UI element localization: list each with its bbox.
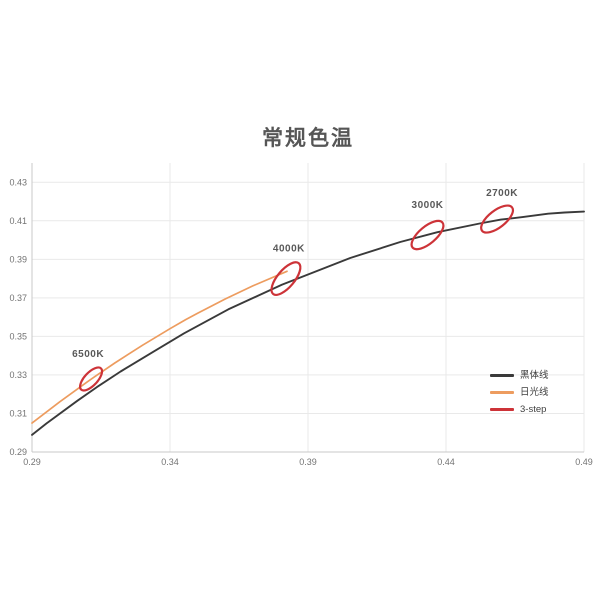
y-tick-label: 0.33 [9,370,27,380]
legend-item: 日光线 [490,387,549,398]
cct-label: 2700K [486,188,518,199]
legend-swatch-line [490,408,514,411]
legend-label: 3-step [520,404,547,415]
legend-swatch-line [490,391,514,394]
legend: 黑体线日光线 3-step [490,370,549,415]
chart-title: 常规色温 [262,125,354,150]
y-tick-label: 0.35 [9,331,27,341]
cct-ellipse [78,366,104,392]
legend-swatch-line [490,374,514,377]
legend-label: 黑体线 [520,370,549,381]
x-tick-label: 0.29 [23,457,41,467]
cct-ellipse [270,261,302,296]
x-tick-label: 0.39 [299,457,317,467]
series-line [31,270,288,424]
legend-item: 3-step [490,404,549,415]
legend-item: 黑体线 [490,370,549,381]
y-tick-label: 0.39 [9,254,27,264]
x-tick-label: 0.34 [161,457,179,467]
cct-ellipse [410,219,445,251]
x-tick-label: 0.49 [575,457,593,467]
y-tick-label: 0.31 [9,408,27,418]
cct-label: 3000K [412,200,444,211]
cct-label: 6500K [72,349,104,360]
y-tick-label: 0.41 [9,216,27,226]
y-tick-label: 0.37 [9,293,27,303]
y-tick-label: 0.43 [9,177,27,187]
y-tick-label: 0.29 [9,447,27,457]
legend-label: 日光线 [520,387,549,398]
cct-ellipse [480,204,515,234]
x-tick-label: 0.44 [437,457,455,467]
series-line [31,210,585,436]
cct-label: 4000K [273,244,305,255]
